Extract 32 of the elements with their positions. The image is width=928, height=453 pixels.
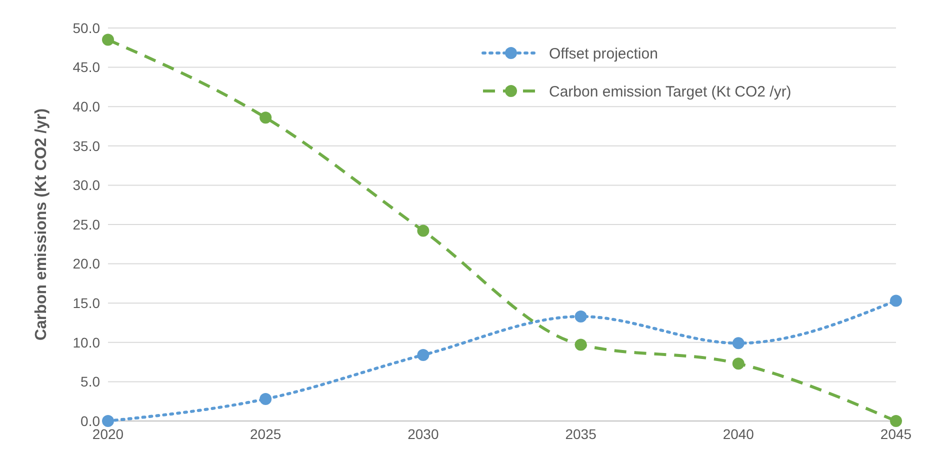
point (417, 348, 430, 361)
y-tick-label: 10.0 (72, 334, 100, 350)
point (574, 338, 587, 351)
y-axis-title: Carbon emissions (Kt CO2 /yr) (33, 108, 50, 341)
y-tick-label: 25.0 (72, 216, 100, 232)
x-tick-label: 2030 (408, 426, 439, 442)
point (890, 294, 902, 307)
y-tick-label: 20.0 (72, 256, 100, 272)
y-tick-label: 45.0 (72, 59, 100, 76)
y-tick-label: 0.0 (80, 412, 100, 429)
point (102, 415, 114, 427)
point (732, 337, 744, 350)
x-tick-label: 2040 (722, 426, 754, 442)
y-tick-label: 15.0 (72, 295, 100, 311)
x-tick-label: 2020 (92, 426, 124, 442)
legend-label: Offset projection (549, 45, 658, 62)
point (732, 358, 744, 370)
point (574, 310, 587, 322)
point (260, 392, 272, 405)
x-tick-label: 2045 (880, 426, 912, 442)
point (417, 224, 430, 237)
point (890, 415, 902, 427)
point (102, 34, 114, 46)
y-tick-label: 50.0 (72, 20, 100, 36)
y-tick-label: 40.0 (72, 98, 100, 114)
x-tick-label: 2035 (565, 426, 597, 442)
y-tick-label: 5.0 (80, 374, 100, 390)
x-tick-label: 2025 (250, 426, 282, 442)
y-tick-label: 35.0 (72, 138, 100, 154)
legend-label: Carbon emission Target (Kt CO2 /yr) (549, 83, 792, 100)
y-tick-label: 30.0 (72, 177, 100, 194)
point (260, 112, 272, 124)
